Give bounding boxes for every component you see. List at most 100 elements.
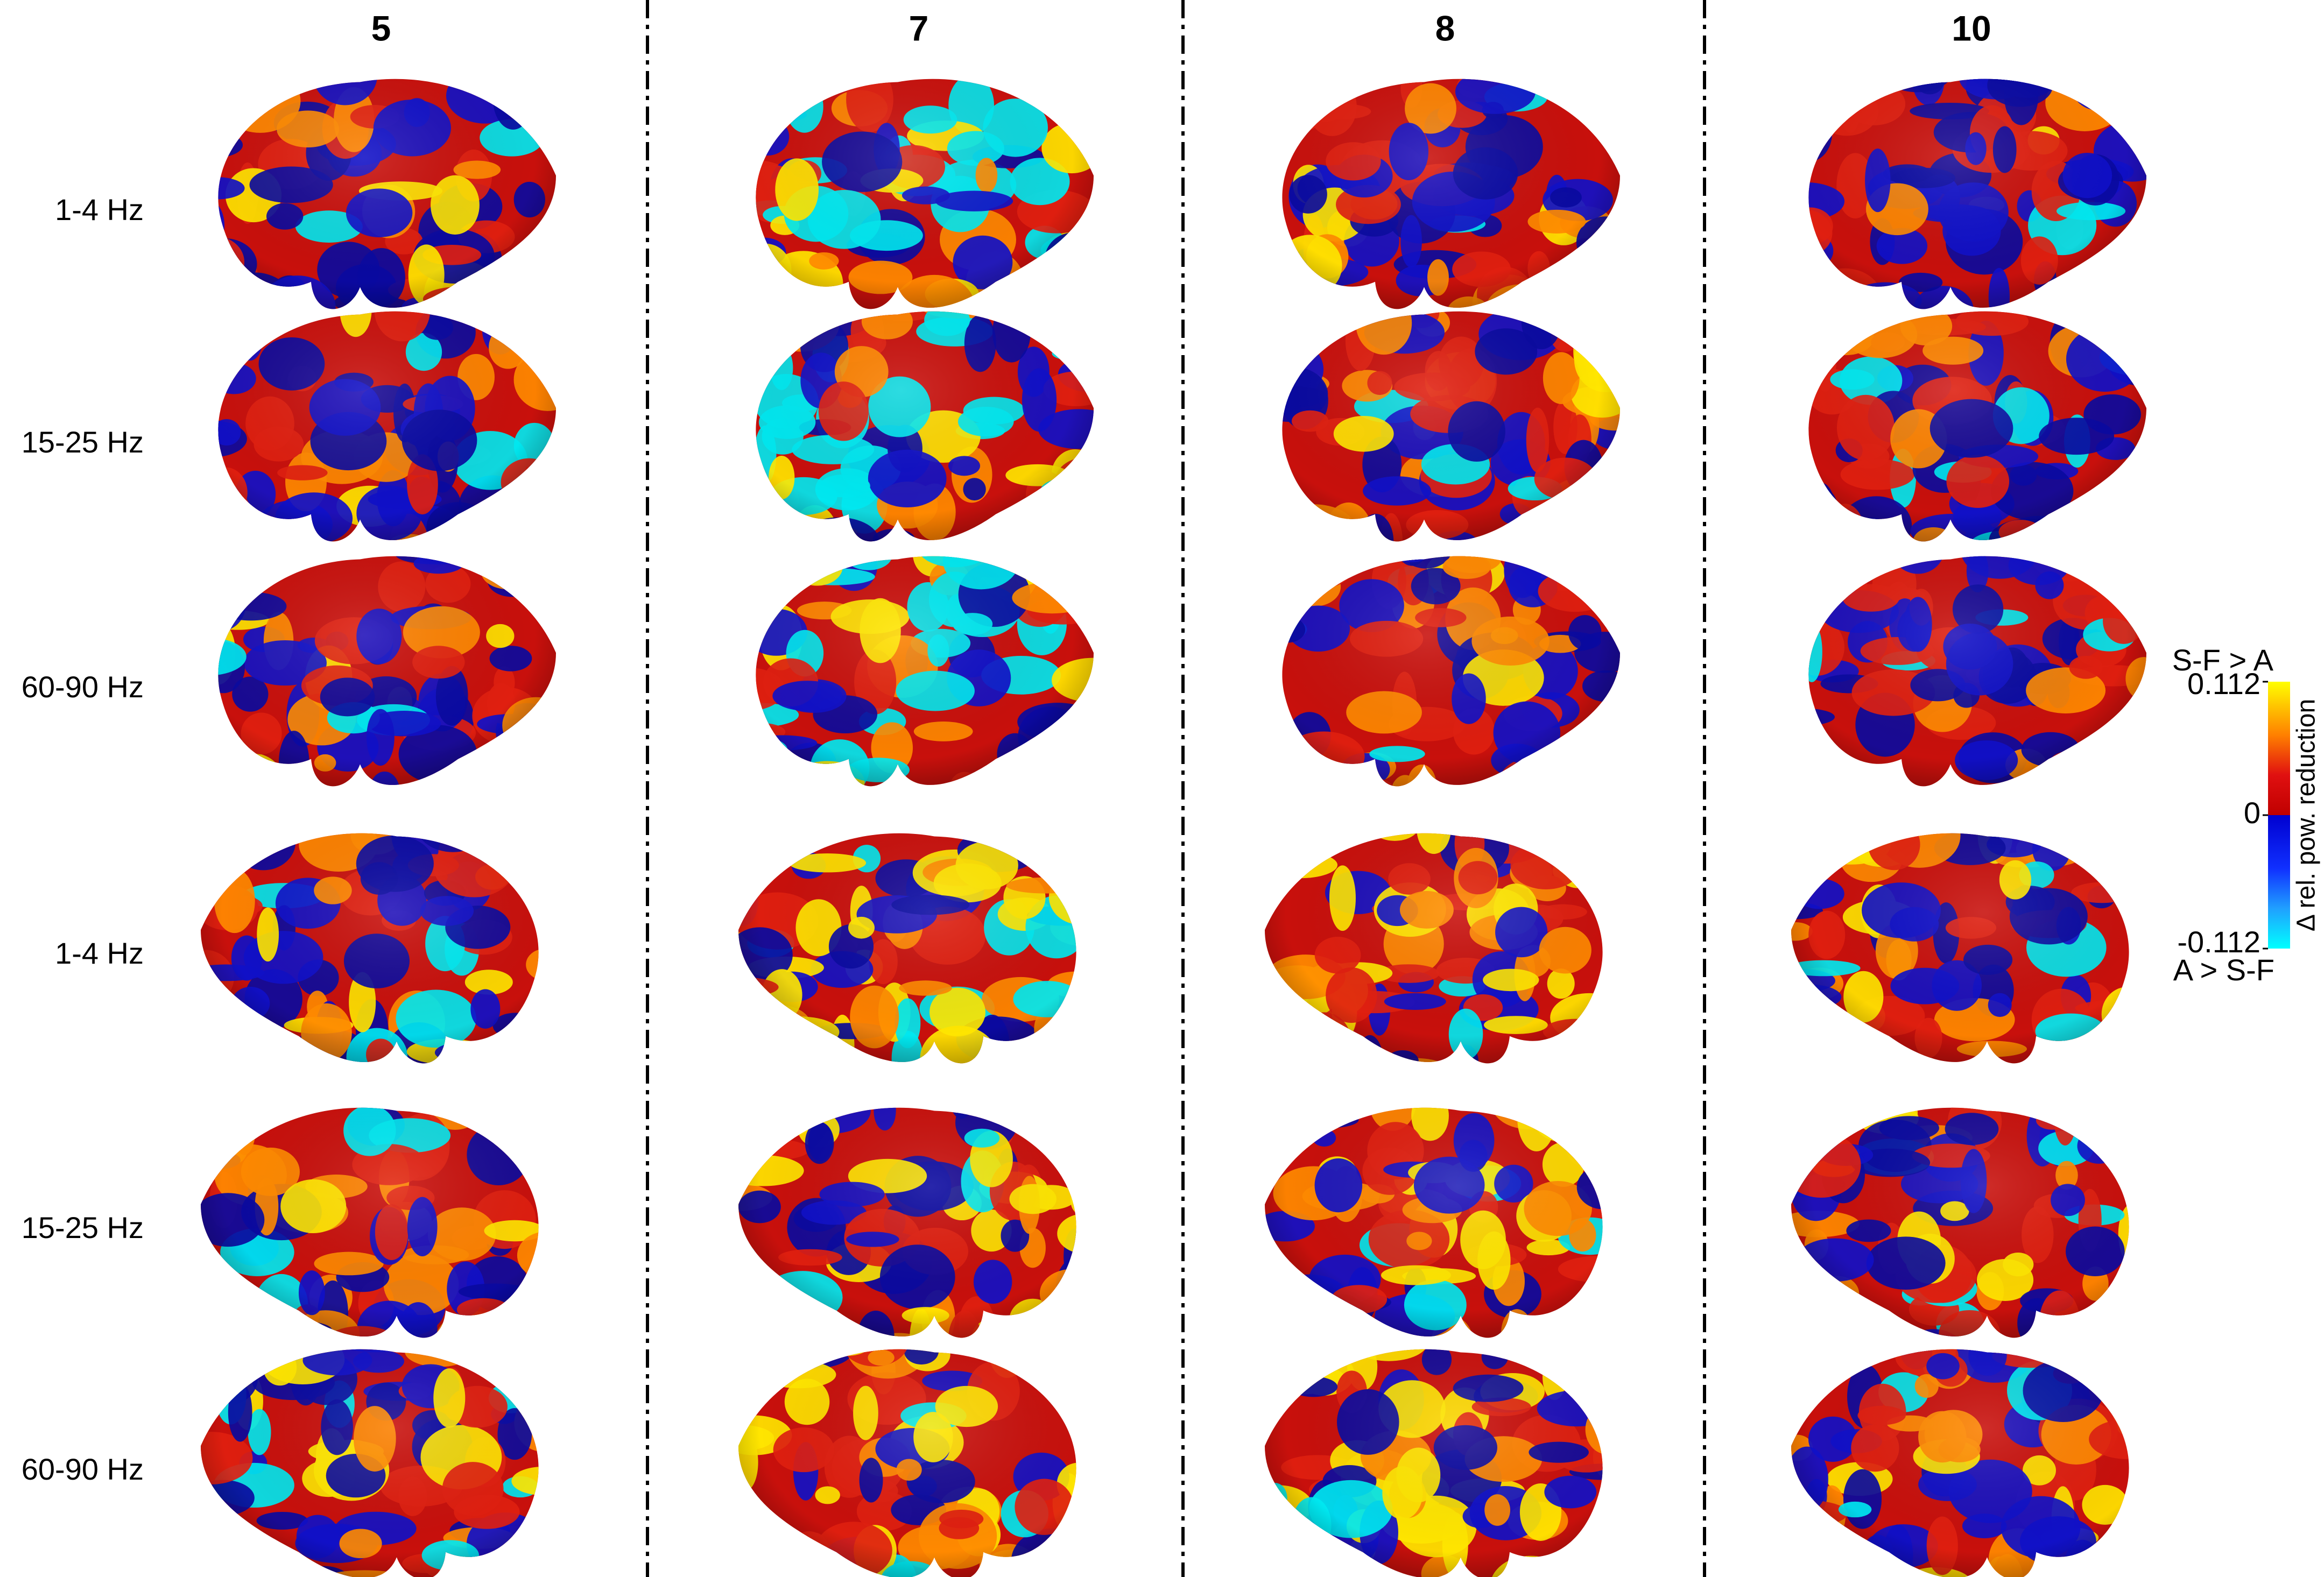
activity-patch (1569, 244, 1620, 300)
brain-shading (201, 1107, 539, 1338)
activity-patch (506, 833, 539, 857)
activity-patch (756, 747, 779, 787)
brain-map (738, 1349, 1076, 1577)
activity-patch (1287, 1026, 1324, 1049)
activity-patch (756, 298, 812, 309)
activity-patch (983, 1107, 1035, 1127)
activity-patch (273, 311, 298, 326)
activity-patch (1060, 519, 1094, 542)
activity-patch (201, 1295, 255, 1338)
brain-shading (1808, 311, 2146, 542)
activity-patch (494, 79, 533, 107)
activity-patch (503, 1349, 539, 1360)
activity-patch (772, 1112, 801, 1129)
activity-patch (538, 585, 556, 611)
brain-shading (1282, 79, 1620, 309)
brain-surface (1282, 556, 1620, 787)
activity-patch (1270, 1349, 1334, 1382)
activity-patch (2095, 760, 2117, 787)
activity-patch (1045, 1574, 1069, 1577)
activity-patch (738, 1107, 798, 1122)
brain-surface (738, 1349, 1076, 1577)
brain-shading (756, 556, 1094, 787)
activity-patch (756, 311, 802, 324)
brain-shading (218, 79, 556, 309)
activity-patch (1510, 767, 1539, 787)
activity-patch (522, 236, 554, 257)
activity-patch (1022, 538, 1084, 555)
activity-patch (2040, 1331, 2075, 1338)
activity-patch (201, 1005, 225, 1064)
activity-patch (2105, 537, 2146, 542)
activity-patch (455, 556, 523, 565)
activity-patch (1052, 345, 1094, 362)
activity-patch (2099, 317, 2146, 355)
activity-patch (201, 833, 252, 879)
activity-patch (963, 833, 1029, 844)
activity-patch (1549, 561, 1610, 586)
row-label: 15-25 Hz (22, 1211, 144, 1244)
activity-patch (751, 1540, 814, 1568)
activity-patch (461, 1048, 510, 1064)
activity-patch (1068, 471, 1094, 489)
activity-patch (524, 114, 556, 137)
activity-patch (2088, 556, 2115, 589)
activity-patch (1276, 1549, 1343, 1574)
brain-surface (738, 833, 1076, 1064)
activity-patch (2109, 840, 2129, 902)
brain-shading (1265, 1349, 1603, 1577)
activity-patch (487, 1319, 539, 1338)
column-title: 7 (909, 8, 929, 48)
activity-patch (1054, 1545, 1076, 1577)
activity-patch (201, 1297, 235, 1318)
activity-patch (1282, 326, 1302, 344)
activity-patch (1791, 1349, 1832, 1359)
activity-patch (218, 93, 233, 115)
activity-patch (756, 567, 804, 585)
activity-patch (218, 260, 257, 309)
activity-patch (747, 833, 788, 857)
activity-patch (506, 475, 556, 503)
activity-patch (1808, 556, 1828, 607)
activity-patch (1791, 1022, 1846, 1064)
activity-patch (2083, 772, 2110, 787)
activity-patch (516, 833, 539, 879)
activity-patch (2052, 306, 2125, 309)
activity-patch (756, 337, 779, 363)
brain-shading (738, 1349, 1076, 1577)
brain-shading (756, 311, 1094, 542)
activity-patch (455, 276, 533, 309)
brain-map (201, 1107, 539, 1338)
activity-patch (1040, 556, 1066, 577)
brain-surface (201, 1107, 539, 1338)
activity-patch (1564, 1107, 1603, 1112)
activity-patch (1282, 755, 1321, 787)
brain-shading (1791, 1107, 2129, 1338)
activity-patch (2055, 1035, 2129, 1064)
activity-patch (981, 1349, 1054, 1370)
brain-surface (1265, 1107, 1603, 1338)
activity-patch (1282, 738, 1308, 787)
activity-patch (2049, 1039, 2100, 1057)
activity-patch (1808, 398, 1809, 450)
activity-patch (1513, 531, 1592, 542)
activity-patch (2048, 833, 2100, 854)
brain-shading (1791, 1349, 2129, 1577)
brain-map (738, 833, 1076, 1064)
activity-patch (506, 833, 530, 875)
activity-patch (1267, 1349, 1316, 1376)
brain-shading (201, 1349, 539, 1577)
brain-map (1265, 833, 1603, 1064)
brain-shading (1808, 79, 2146, 309)
row-label: 60-90 Hz (22, 1452, 144, 1486)
activity-patch (2087, 1318, 2129, 1338)
activity-patch (201, 833, 238, 874)
activity-patch (1285, 1009, 1310, 1064)
row-label: 60-90 Hz (22, 670, 144, 704)
activity-patch (426, 776, 449, 787)
activity-patch (756, 575, 779, 596)
brain-map (756, 79, 1094, 309)
activity-patch (738, 833, 781, 847)
activity-patch (2061, 1555, 2129, 1577)
